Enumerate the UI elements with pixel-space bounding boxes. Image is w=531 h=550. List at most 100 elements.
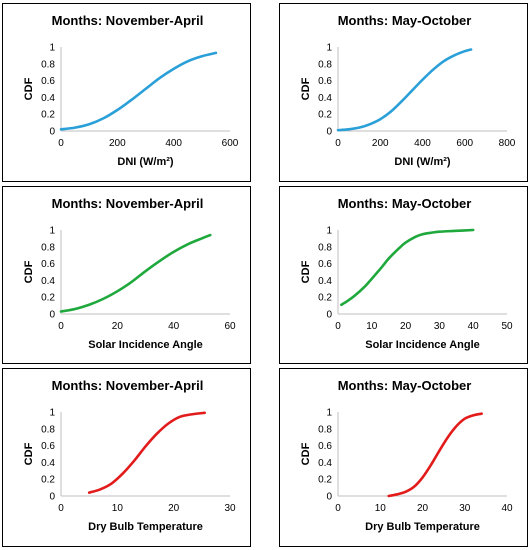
x-tick-label: 20 [168,503,180,514]
x-tick-label: 0 [58,503,64,514]
y-tick-label: 0.4 [41,276,55,287]
x-tick-label: 20 [400,321,412,332]
chart-svg: Months: November-April 0 0.2 0.4 0.6 0.8 1 0 20 4… [23,196,236,351]
x-tick-label: 40 [168,321,180,332]
x-tick-label: 10 [375,503,387,514]
x-axis-label: DNI (W/m²) [394,156,451,168]
y-tick-label: 0.2 [318,293,332,304]
y-tick-label: 0.6 [41,259,55,270]
x-tick-label: 0 [58,138,64,149]
x-tick-label: 10 [366,321,378,332]
y-axis-label: CDF [300,260,312,283]
y-tick-label: 0.6 [41,76,55,87]
chart-title: Months: May-October [338,13,472,28]
y-tick-label: 0.4 [41,458,55,469]
y-tick-label: 0.2 [318,475,332,486]
y-tick-label: 1 [49,43,55,54]
y-tick-label: 0.2 [41,293,55,304]
chart-title: Months: November-April [52,13,204,28]
y-tick-label: 1 [326,226,332,237]
y-tick-label: 0.6 [318,441,332,452]
chart-panel-drybulb-nov-apr: Months: November-April 0 0.2 0.4 0.6 0.8 1 0 10 2… [2,368,251,547]
x-tick-label: 400 [414,138,431,149]
y-tick-label: 0.2 [41,110,55,121]
cdf-series-line [336,48,473,132]
x-axis-label: DNI (W/m²) [117,156,174,168]
cdf-series-line [59,51,218,131]
y-tick-label: 0.8 [318,242,332,253]
x-tick-label: 600 [456,138,473,149]
y-tick-label: 0.8 [318,59,332,70]
x-tick-label: 0 [58,321,64,332]
y-tick-label: 1 [49,226,55,237]
y-tick-label: 0 [49,127,55,138]
x-axis-label: Solar Incidence Angle [365,339,480,351]
chart-title: Months: November-April [52,378,204,393]
y-tick-label: 0.6 [41,441,55,452]
x-tick-label: 20 [417,503,429,514]
y-axis-label: CDF [300,442,312,465]
x-tick-label: 400 [165,138,182,149]
x-axis-label: Dry Bulb Temperature [88,521,203,533]
y-tick-label: 0 [326,310,332,321]
y-tick-label: 0.4 [318,93,332,104]
x-tick-label: 200 [372,138,389,149]
x-tick-label: 30 [434,321,446,332]
x-tick-label: 10 [112,503,124,514]
chart-title: Months: May-October [338,378,472,393]
y-axis-label: CDF [300,77,312,100]
chart-svg: Months: November-April 0 0.2 0.4 0.6 0.8 1 0 200… [23,13,239,168]
x-tick-label: 0 [335,138,341,149]
cdf-series-line [87,411,206,494]
y-axis-label: CDF [23,260,35,283]
y-tick-label: 0 [49,492,55,503]
x-axis-label: Solar Incidence Angle [88,339,203,351]
y-tick-label: 1 [326,408,332,419]
x-tick-label: 800 [499,138,516,149]
y-tick-label: 0.8 [318,424,332,435]
chart-panel-drybulb-may-oct: Months: May-October 0 0.2 0.4 0.6 0.8 1 0 10 20 30… [279,368,528,547]
cdf-series-line [387,412,483,498]
y-tick-label: 0 [49,310,55,321]
y-axis-label: CDF [23,77,35,100]
x-tick-label: 60 [224,321,236,332]
x-tick-label: 30 [224,503,236,514]
cdf-series-line [340,228,475,307]
y-axis-label: CDF [23,442,35,465]
chart-svg: Months: May-October 0 0.2 0.4 0.6 0.8 1 0 200 400… [300,13,516,168]
x-tick-label: 50 [501,321,513,332]
y-tick-label: 1 [49,408,55,419]
y-tick-label: 0.8 [41,59,55,70]
chart-panel-incidence-nov-apr: Months: November-April 0 0.2 0.4 0.6 0.8 1 0 20 4… [2,186,251,364]
chart-title: Months: May-October [338,196,472,211]
x-tick-label: 0 [335,321,341,332]
y-tick-label: 0.2 [318,110,332,121]
chart-panel-incidence-may-oct: Months: May-October 0 0.2 0.4 0.6 0.8 1 0 10 20 30… [279,186,528,364]
y-tick-label: 0 [326,492,332,503]
x-tick-label: 40 [468,321,480,332]
chart-panel-dni-nov-apr: Months: November-April 0 0.2 0.4 0.6 0.8 1 0 200… [2,3,251,182]
x-tick-label: 200 [109,138,126,149]
x-tick-label: 0 [335,503,341,514]
x-tick-label: 40 [501,503,513,514]
cdf-series-line [59,233,212,313]
y-tick-label: 0.4 [318,276,332,287]
y-tick-label: 0.4 [318,458,332,469]
y-tick-label: 0.8 [41,424,55,435]
chart-title: Months: November-April [52,196,204,211]
y-tick-label: 0 [326,127,332,138]
y-tick-label: 0.6 [318,259,332,270]
x-tick-label: 600 [222,138,239,149]
x-axis-label: Dry Bulb Temperature [365,521,480,533]
chart-panel-dni-may-oct: Months: May-October 0 0.2 0.4 0.6 0.8 1 0 200 400… [279,3,528,182]
y-tick-label: 1 [326,43,332,54]
x-tick-label: 20 [112,321,124,332]
y-tick-label: 0.4 [41,93,55,104]
y-tick-label: 0.6 [318,76,332,87]
y-tick-label: 0.8 [41,242,55,253]
y-tick-label: 0.2 [41,475,55,486]
x-tick-label: 30 [459,503,471,514]
